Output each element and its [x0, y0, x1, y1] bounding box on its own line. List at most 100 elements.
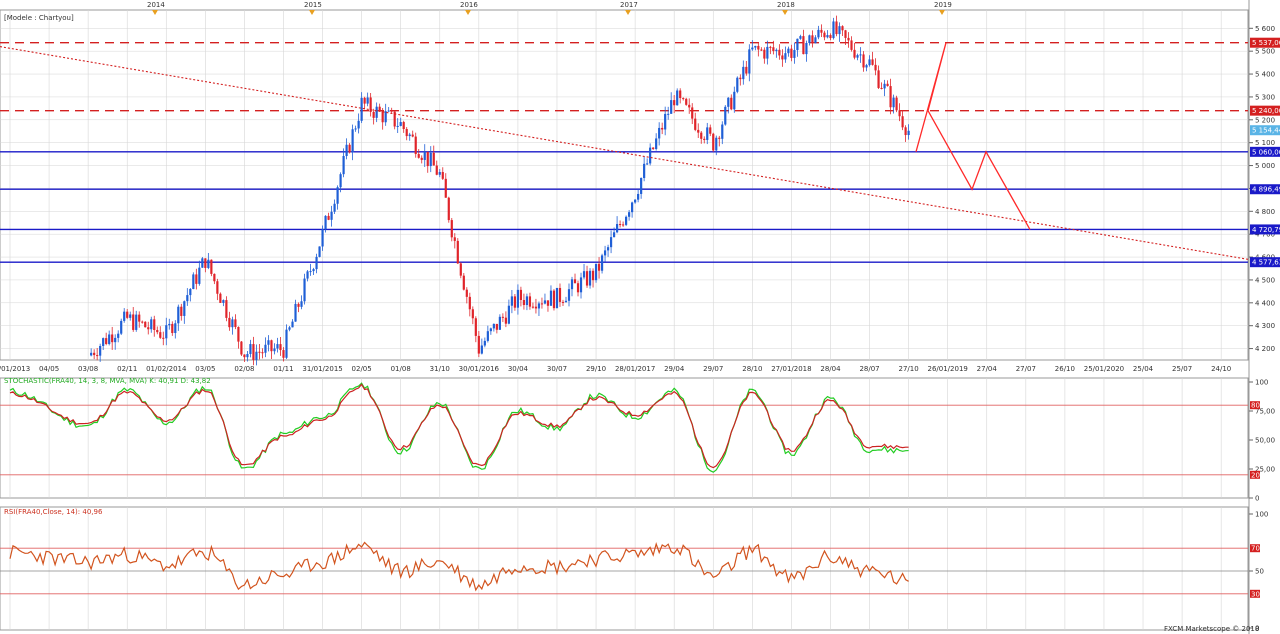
price-tick-label: 5 100 [1255, 139, 1275, 147]
candle-body [625, 216, 628, 225]
candle-body [612, 232, 616, 238]
date-tick-label: 04/05 [39, 365, 59, 373]
candle-body [552, 290, 556, 309]
date-tick-label: 30/01/2016 [459, 365, 500, 373]
date-tick-label: 25/07 [1172, 365, 1192, 373]
date-tick-label: 29/04 [664, 365, 685, 373]
candle-body [342, 156, 345, 175]
candle-body [631, 202, 634, 213]
candle-body [492, 323, 495, 329]
candle-body [498, 316, 501, 330]
level-tag [1250, 146, 1280, 157]
year-label-2015: 2015 [304, 1, 322, 9]
level-tag-label: 4 896,49 [1252, 186, 1280, 194]
candle-body [694, 118, 697, 130]
stochastic-panel [0, 377, 1249, 499]
candle-body [156, 329, 159, 333]
candle-body [351, 129, 354, 153]
candle-body [691, 107, 694, 119]
candle-body [528, 296, 532, 307]
year-label-2016: 2016 [460, 1, 478, 9]
candle-body [297, 303, 300, 307]
candle-body [279, 344, 282, 351]
watermark: FXCM Marketscope © 2018 [1164, 625, 1259, 633]
candle-body [93, 352, 96, 356]
candle-body [447, 197, 450, 221]
candle-body [210, 259, 213, 274]
candle-body [826, 35, 829, 38]
candle-body [901, 116, 904, 128]
candle-body [414, 136, 417, 155]
candle-body [417, 154, 420, 158]
stoch-tick-label: 75,00 [1255, 408, 1275, 416]
candle-body [811, 35, 814, 44]
candle-body [507, 305, 510, 324]
candle-body [216, 281, 219, 294]
candle-body [736, 77, 739, 92]
candle-body [99, 345, 102, 356]
candle-body [480, 345, 483, 354]
candle-body [874, 64, 877, 71]
grid [0, 10, 1248, 630]
candle-body [820, 29, 823, 33]
candle-body [471, 309, 474, 319]
candle-body [309, 271, 312, 273]
candle-body [369, 97, 372, 112]
candle-body [477, 335, 480, 354]
date-tick-label: 31/01/2015 [302, 365, 342, 373]
candle-body [501, 316, 504, 318]
stoch-tick-label: 0 [1255, 495, 1259, 503]
date-tick-label: 03/05 [195, 365, 215, 373]
candle-body [318, 246, 321, 257]
candle-body [706, 127, 709, 140]
candle-body [597, 263, 601, 271]
candle-body [261, 352, 264, 354]
candle-body [459, 263, 462, 276]
rsi-level-tag [1250, 544, 1260, 553]
date-tick-label: 02/11 [117, 365, 137, 373]
candle-body [462, 275, 465, 290]
year-label-2019: 2019 [934, 1, 952, 9]
candle-body [159, 332, 162, 338]
candle-body [147, 327, 150, 330]
candle-body [567, 289, 571, 301]
candle-body [258, 351, 261, 353]
price-tick-label: 5 200 [1255, 116, 1275, 124]
candle-body [643, 163, 646, 179]
candle-body [141, 321, 144, 323]
candle-body [733, 91, 736, 110]
price-tick-label: 4 200 [1255, 345, 1275, 353]
candle-body [817, 29, 820, 38]
date-tick-label: 28/10 [742, 365, 762, 373]
year-marker-icon [152, 10, 158, 15]
candle-body [844, 30, 847, 38]
candle-body [150, 319, 153, 330]
candle-body [357, 120, 360, 129]
candle-body [384, 111, 387, 123]
candle-body [531, 306, 535, 308]
date-tick-label: 01/02/2014 [146, 365, 187, 373]
candle-body [724, 106, 727, 125]
candle-body [213, 273, 216, 282]
candle-body [742, 66, 745, 80]
candle-body [231, 319, 234, 328]
candle-body [871, 59, 874, 65]
stoch-tick-label: 25,00 [1255, 466, 1275, 474]
candle-body [621, 224, 625, 226]
price-tick-label: 5 600 [1255, 25, 1275, 33]
candle-body [763, 49, 766, 59]
candle-body [246, 354, 249, 358]
candle-body [718, 137, 721, 139]
candle-body [805, 42, 808, 55]
candle-body [237, 327, 240, 342]
candle-body [516, 289, 520, 308]
candle-body [363, 97, 366, 104]
candle-body [429, 152, 432, 167]
candle-body [135, 314, 138, 330]
candle-body [390, 110, 393, 112]
candle-body [504, 317, 507, 324]
candle-body [249, 344, 252, 355]
candle-body [525, 296, 529, 306]
candle-body [877, 70, 880, 88]
